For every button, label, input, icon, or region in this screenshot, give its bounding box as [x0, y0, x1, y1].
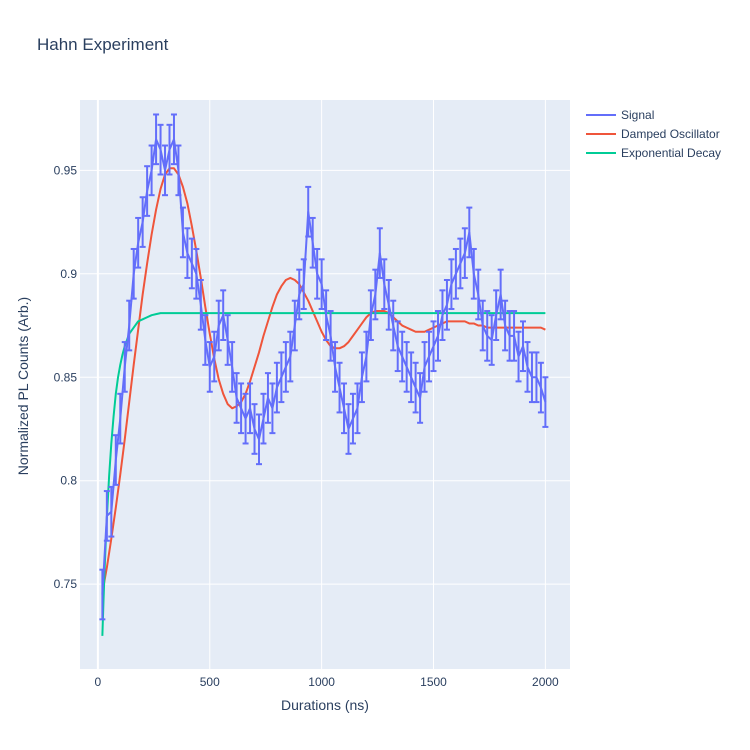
plot-area	[80, 100, 570, 669]
x-tick-label: 1500	[420, 675, 447, 689]
x-tick-label: 2000	[532, 675, 559, 689]
chart-title: Hahn Experiment	[37, 35, 169, 54]
legend-item-damped-oscillator[interactable]: Damped Oscillator	[586, 127, 720, 141]
legend-label: Exponential Decay	[621, 146, 721, 160]
y-axis-ticks: 0.75 0.8 0.85 0.9 0.95	[54, 163, 78, 591]
legend-label: Signal	[621, 108, 654, 122]
legend-label: Damped Oscillator	[621, 127, 720, 141]
y-axis-title: Normalized PL Counts (Arb.)	[15, 297, 31, 475]
series-layer	[99, 113, 549, 636]
legend-item-exponential-decay[interactable]: Exponential Decay	[586, 146, 721, 160]
y-tick-label: 0.9	[60, 267, 77, 281]
series-signal	[99, 113, 549, 621]
x-tick-label: 0	[95, 675, 102, 689]
series-line	[101, 138, 547, 595]
y-tick-label: 0.95	[54, 163, 78, 177]
series-exponential-decay	[101, 312, 546, 636]
legend: Signal Damped Oscillator Exponential Decay	[586, 108, 721, 160]
y-tick-label: 0.75	[54, 577, 78, 591]
legend-item-signal[interactable]: Signal	[586, 108, 654, 122]
x-axis-title: Durations (ns)	[281, 697, 369, 713]
series-line	[101, 167, 546, 593]
series-line	[101, 312, 546, 636]
x-axis-ticks: 0 500 1000 1500 2000	[95, 675, 560, 689]
y-tick-label: 0.85	[54, 370, 78, 384]
series-damped-oscillator	[101, 167, 546, 593]
x-tick-label: 1000	[308, 675, 335, 689]
x-tick-label: 500	[200, 675, 220, 689]
y-tick-label: 0.8	[60, 474, 77, 488]
